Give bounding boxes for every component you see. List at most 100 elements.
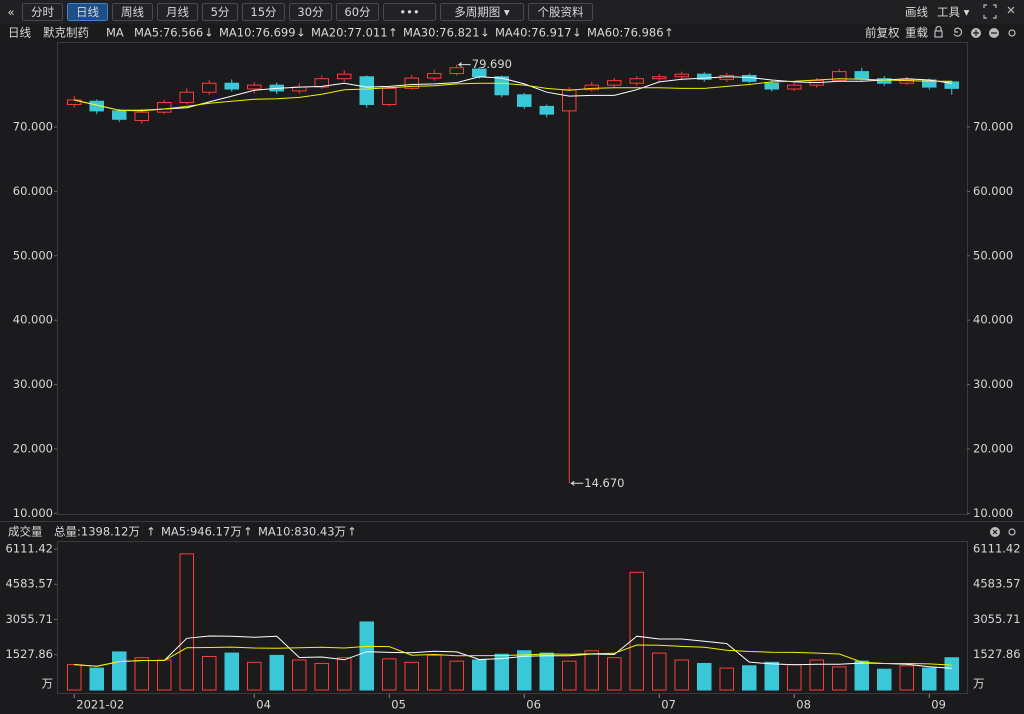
- price-panel-frame: [57, 42, 968, 515]
- legend-label: MA10:76.699: [219, 26, 296, 40]
- volume-bar: [494, 653, 509, 691]
- toolbar-button[interactable]: [67, 3, 108, 21]
- candle-body: [697, 73, 712, 80]
- volume-bar: [922, 667, 937, 691]
- toolbar-button-label[interactable]: 5分: [211, 5, 230, 19]
- header-icons[interactable]: [934, 25, 1016, 538]
- volume-settings-icon[interactable]: [1008, 528, 1016, 536]
- header-right-item[interactable]: 前复权: [865, 26, 900, 40]
- collapse-icon[interactable]: [1007, 6, 1015, 14]
- toolbar-button-label[interactable]: 月线: [166, 5, 189, 19]
- candle-body: [112, 110, 127, 120]
- legend-label: MA30:76.821: [403, 26, 480, 40]
- toolbar-button-label[interactable]: «: [7, 5, 14, 19]
- x-tick-label: 09: [931, 698, 946, 712]
- legend-label: 总量:1398.12万: [54, 525, 140, 539]
- y-tick-label: 4583.57: [5, 577, 53, 591]
- x-tick-label: 05: [391, 698, 406, 712]
- ma-line: [74, 78, 952, 112]
- ma-line: [74, 76, 952, 111]
- toolbar-button[interactable]: [22, 3, 63, 21]
- toolbar-button[interactable]: [528, 3, 593, 21]
- candle-body: [224, 82, 239, 90]
- volume-panel-frame: [57, 541, 968, 694]
- volume-bar: [517, 650, 532, 691]
- toolbar-button-label[interactable]: 60分: [344, 5, 371, 19]
- x-tick-label: 2021-02: [76, 698, 124, 712]
- y-tick-label-right: 70.000: [973, 119, 1013, 133]
- volume-bar: [224, 652, 239, 691]
- toolbar-button[interactable]: [383, 3, 436, 21]
- legend-arrow: ↑: [347, 525, 357, 539]
- legend-arrow: ↑: [243, 525, 253, 539]
- candle-body: [899, 79, 914, 84]
- annotation-arrow: [457, 62, 471, 68]
- volume-bar: [449, 660, 464, 691]
- legend-arrow: ↓: [480, 26, 490, 40]
- lock-icon[interactable]: [934, 30, 943, 38]
- toolbar-button[interactable]: [242, 3, 285, 21]
- y-tick-label-right: 3055.71: [973, 612, 1021, 626]
- toolbar-button-label[interactable]: 30分: [297, 5, 324, 19]
- volume-bar: [944, 657, 959, 691]
- toolbar-button[interactable]: [157, 3, 198, 21]
- volume-bar: [337, 657, 352, 691]
- y-tick-label-right: 20.000: [973, 441, 1013, 455]
- candle-body: [832, 71, 847, 82]
- y-tick-label: 50.000: [13, 248, 53, 262]
- candle-body: [449, 67, 464, 75]
- candle-body: [202, 82, 217, 93]
- x-tick-label: 04: [256, 698, 271, 712]
- toolbar-right-item[interactable]: 画线: [905, 5, 928, 19]
- volume-bar: [292, 659, 307, 691]
- legend-arrow: ↓: [572, 26, 582, 40]
- volume-bar: [404, 661, 419, 691]
- zoom-in-plus: [973, 30, 979, 36]
- toolbar-button-label[interactable]: 多周期图 ▾: [454, 5, 510, 19]
- candle-body: [607, 80, 622, 86]
- close-x: [992, 529, 998, 535]
- toolbar-button[interactable]: [440, 3, 524, 21]
- toolbar-icons[interactable]: [983, 4, 1015, 19]
- toolbar-right-item[interactable]: 工具 ▾: [937, 5, 970, 19]
- stock-name: 默克制药: [43, 26, 89, 40]
- y-tick-label-right: 6111.42: [973, 541, 1021, 555]
- volume-bar: [877, 668, 892, 691]
- volume-bar: [742, 665, 757, 691]
- y-tick-label: 60.000: [13, 184, 53, 198]
- toolbar-button[interactable]: [336, 3, 379, 21]
- toolbar-button-label[interactable]: 个股资料: [538, 5, 584, 19]
- lock-shackle: [935, 25, 942, 31]
- y-tick-label-right: 50.000: [973, 248, 1013, 262]
- volume-bar: [314, 662, 329, 691]
- volume-bar: [562, 660, 577, 691]
- candle-body: [179, 91, 194, 104]
- legend-arrow: ↑: [388, 26, 398, 40]
- volume-bar: [247, 661, 262, 691]
- volume-bar: [787, 664, 802, 691]
- toolbar-button-label[interactable]: •••: [399, 5, 419, 19]
- reset-icon[interactable]: [953, 27, 963, 37]
- legend-label: MA60:76.986: [587, 26, 664, 40]
- settings-icon[interactable]: [1008, 29, 1016, 37]
- y-unit: 万: [42, 677, 54, 691]
- x-tick-label: 07: [661, 698, 676, 712]
- toolbar-button[interactable]: [289, 3, 332, 21]
- toolbar-button-label[interactable]: 周线: [121, 5, 144, 19]
- volume-bar: [472, 659, 487, 691]
- annotation-arrow: [570, 480, 584, 486]
- header-right-item[interactable]: 重载: [905, 26, 928, 40]
- volume-bar: [112, 651, 127, 691]
- legend-arrow: ↓: [296, 26, 306, 40]
- fullscreen-icon[interactable]: [983, 4, 997, 19]
- toolbar-button-label[interactable]: 分时: [31, 5, 54, 19]
- toolbar-button[interactable]: [112, 3, 153, 21]
- volume-bar: [359, 621, 374, 691]
- toolbar-button[interactable]: [202, 3, 238, 21]
- volume-ma-line: [74, 635, 952, 669]
- legend-label: MA5:76.566: [134, 26, 203, 40]
- toolbar-button-label[interactable]: 日线: [76, 5, 99, 19]
- toolbar-button-label[interactable]: 15分: [250, 5, 277, 19]
